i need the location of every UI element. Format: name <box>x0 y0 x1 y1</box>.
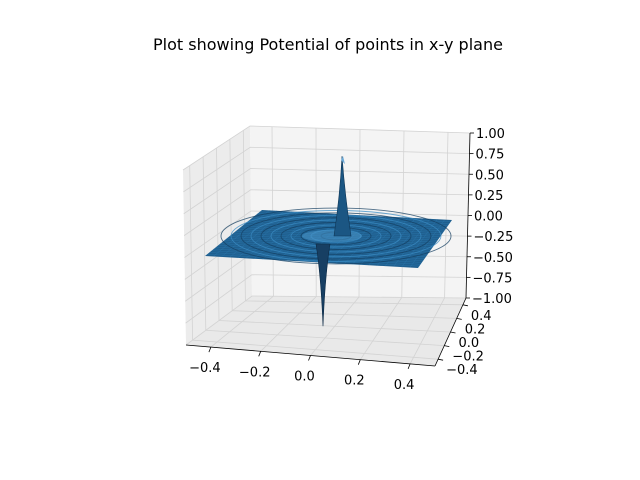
grid-line-x <box>359 130 405 360</box>
potential-peak-highlight <box>341 156 345 165</box>
x-tick-mark <box>357 359 361 365</box>
grid-lines <box>182 125 471 365</box>
z-tick-label: 0.25 <box>475 189 504 204</box>
x-tick-mark <box>407 363 411 370</box>
grid-line-y <box>229 139 457 319</box>
y-tick-mark <box>450 331 456 334</box>
y-tick-label: 0.2 <box>465 322 486 337</box>
grid-line-z <box>183 168 470 215</box>
surface-mesh-line <box>385 218 423 267</box>
surface-mesh-line <box>401 219 438 268</box>
z-tick-label: 0.00 <box>474 210 503 225</box>
z-tick-label: −0.50 <box>473 251 513 266</box>
y-tick-label: 0.4 <box>471 309 492 324</box>
tick-labels: −0.4 −0.2 0.0 0.2 0.4−0.4−0.20.00.20.4−1.00−… <box>189 127 513 393</box>
y-tick-mark <box>462 304 468 307</box>
surface-ripple <box>250 214 422 258</box>
y-tick-label: −0.4 <box>446 363 478 378</box>
z-tick-label: 0.50 <box>475 168 504 183</box>
y-tick-label: −0.2 <box>452 350 484 365</box>
x-tick-mark <box>208 346 212 353</box>
grid-line-y <box>189 165 439 360</box>
y-tick-mark <box>456 318 462 320</box>
z-tick-label: 0.75 <box>476 148 505 163</box>
y-tick-mark <box>444 345 450 347</box>
surface-ripple <box>220 207 452 265</box>
surface-center-glow <box>302 230 362 242</box>
grid-line-x <box>310 129 361 356</box>
grid-line-z <box>182 125 471 171</box>
grid-line-y <box>202 156 445 346</box>
surface-mesh-line <box>253 216 447 228</box>
y-tick-label: 0.0 <box>459 336 480 351</box>
grid-line-y <box>242 130 463 306</box>
x-tick-mark <box>258 351 262 357</box>
x-tick-mark <box>308 355 311 361</box>
surface-mesh-line <box>360 217 402 265</box>
grid-line-x <box>210 126 274 348</box>
grid-line-z <box>183 146 470 193</box>
z-tick-label: −0.75 <box>473 271 513 286</box>
surface-features <box>315 156 352 327</box>
surface-mesh-line <box>257 213 450 224</box>
floor-pane <box>186 296 466 366</box>
potential-trough <box>315 243 331 327</box>
z-tick-label: −1.00 <box>472 292 512 307</box>
grid-line-x <box>409 132 449 365</box>
chart-title: Plot showing Potential of points in x-y … <box>153 35 503 54</box>
surface-mesh-line <box>409 219 445 268</box>
surface-ripple <box>240 212 432 260</box>
x-tick-label: 0.4 <box>394 378 415 393</box>
x-tick-label: −0.4 <box>189 361 221 376</box>
surface-ripple <box>230 210 442 262</box>
z-tick-label: 1.00 <box>476 127 505 142</box>
z-tick-label: −0.25 <box>474 230 514 245</box>
surface-ripple <box>260 217 412 255</box>
x-tick-label: 0.2 <box>344 374 365 389</box>
grid-line-z <box>184 210 469 258</box>
grid-line-z <box>185 274 467 324</box>
x-tick-label: 0.0 <box>294 370 315 385</box>
grid-line-x <box>260 128 317 352</box>
surface-mesh-line <box>335 215 380 264</box>
y-tick-mark <box>438 358 444 361</box>
grid-line-y <box>216 147 451 333</box>
axes-lines <box>185 132 474 370</box>
grid-line-z <box>185 295 467 346</box>
grid-line-z <box>183 189 469 236</box>
x-tick-label: −0.2 <box>239 365 271 380</box>
surface-mesh <box>205 207 452 268</box>
potential-peak <box>333 156 352 237</box>
